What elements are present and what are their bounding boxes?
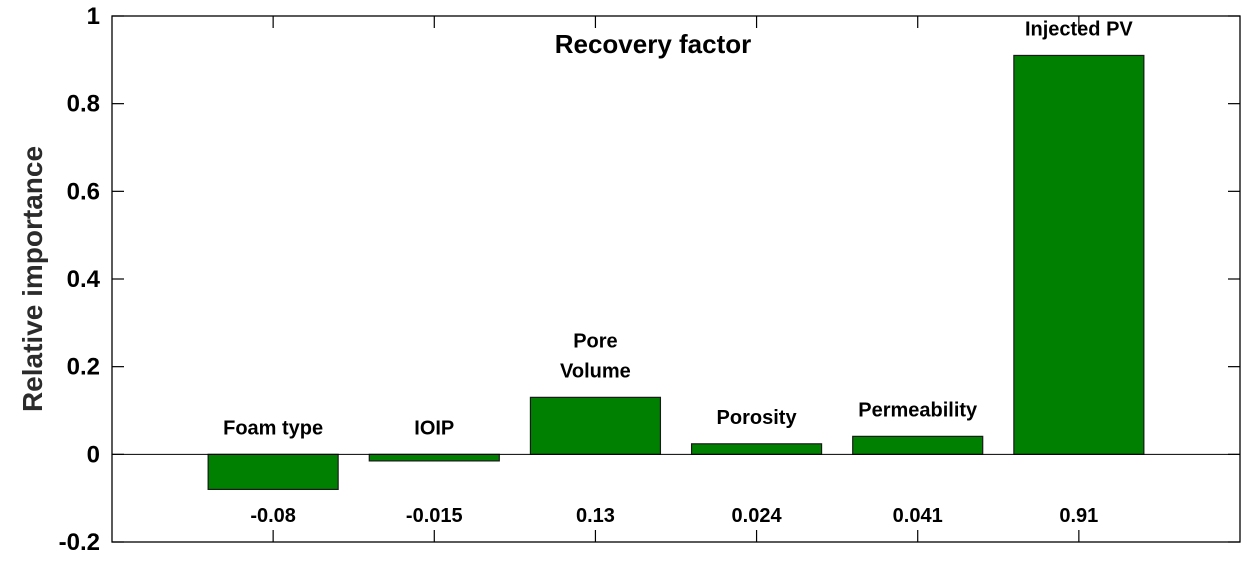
y-tick-label: 1 (87, 3, 100, 30)
category-label: Volume (560, 360, 631, 382)
bars-layer (207, 54, 1145, 491)
bar (529, 396, 662, 455)
labels-layer: Foam type -0.08 IOIP -0.015 Pore Volume 0.13 Po… (223, 18, 1133, 527)
axes-layer: -0.2 0 0.2 0.4 0.6 0.8 1 (59, 3, 1241, 556)
bar (690, 443, 823, 455)
bar (1013, 54, 1145, 455)
data-label: 0.024 (732, 505, 783, 527)
data-label: 0.91 (1059, 505, 1098, 527)
y-axis-label: Relative importance (17, 146, 48, 412)
category-label: Permeability (858, 399, 978, 421)
data-label: -0.015 (406, 505, 463, 527)
bar (207, 453, 339, 491)
data-label: -0.08 (250, 505, 296, 527)
category-label: IOIP (414, 417, 454, 439)
category-label: Pore (573, 330, 617, 352)
category-label: Porosity (717, 407, 798, 429)
y-tick-label: -0.2 (59, 529, 100, 556)
y-tick-label: 0.2 (67, 354, 100, 381)
category-label: Foam type (223, 417, 323, 439)
bar (368, 453, 500, 462)
bar (852, 435, 984, 455)
y-tick-label: 0.6 (67, 178, 100, 205)
chart-title: Recovery factor (555, 29, 752, 59)
category-label: Injected PV (1025, 18, 1133, 40)
data-label: 0.041 (893, 505, 943, 527)
y-tick-label: 0.8 (67, 91, 100, 118)
y-tick-label: 0 (87, 441, 100, 468)
y-tick-label: 0.4 (67, 266, 101, 293)
data-label: 0.13 (576, 505, 615, 527)
